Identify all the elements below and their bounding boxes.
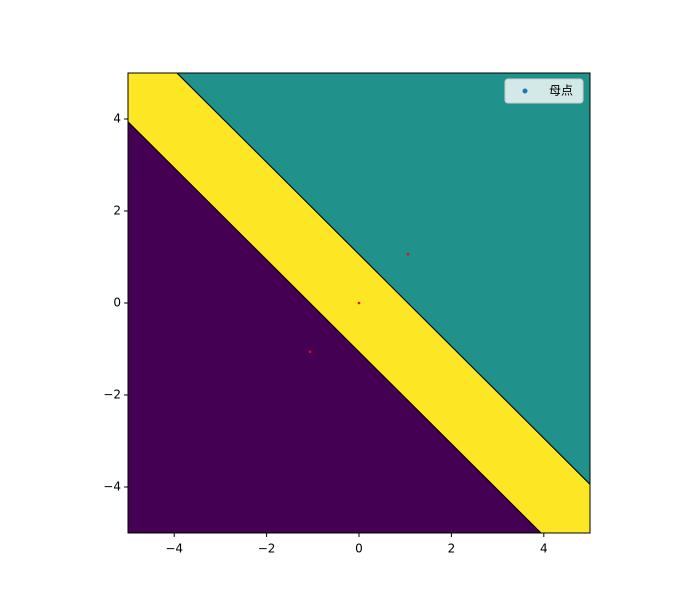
y-tick-label: 2 — [113, 204, 121, 218]
seed-point — [308, 350, 312, 354]
legend-marker — [522, 88, 528, 94]
seed-point — [357, 301, 361, 305]
y-tick-label: −4 — [103, 480, 121, 494]
y-tick-label: 0 — [113, 296, 121, 310]
y-tick-label: −2 — [103, 388, 121, 402]
y-tick-label: 4 — [113, 112, 121, 126]
x-tick-label: −4 — [165, 542, 183, 556]
legend-box — [504, 78, 584, 104]
x-tick-label: 0 — [355, 542, 363, 556]
x-tick-label: 2 — [448, 542, 456, 556]
x-tick-label: −2 — [258, 542, 276, 556]
x-tick-label: 4 — [540, 542, 548, 556]
legend-label: 母点 — [549, 84, 573, 98]
seed-point — [406, 252, 410, 256]
